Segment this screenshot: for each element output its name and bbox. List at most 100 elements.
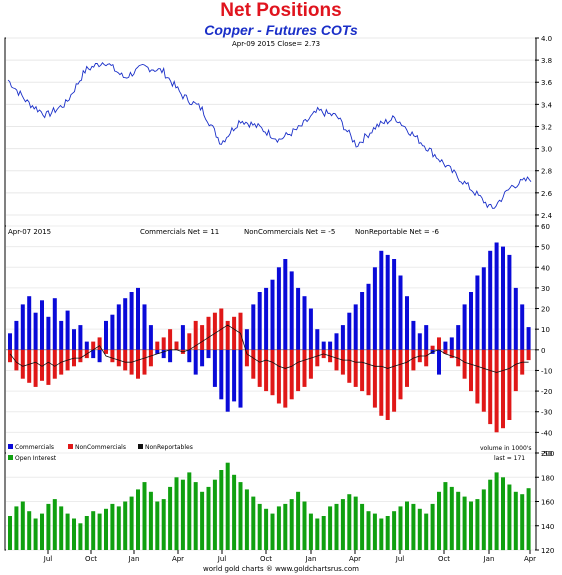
positions-ytick-label: 50 xyxy=(541,244,550,252)
open-interest-bar xyxy=(110,503,115,550)
x-tick-label: Oct xyxy=(438,555,450,563)
noncommercials-bar xyxy=(78,349,83,363)
noncommercials-bar xyxy=(14,349,19,371)
open-interest-bar xyxy=(257,503,262,550)
open-interest-bar xyxy=(84,516,89,550)
noncommercials-bar xyxy=(193,320,198,350)
noncommercials-net-annotation: NonCommercials Net = -5 xyxy=(244,228,335,236)
noncommercials-bar xyxy=(334,349,339,371)
positions-legend: Commercials NonCommercials NonReportable… xyxy=(8,444,193,451)
open-interest-bar xyxy=(296,491,301,550)
price-ytick-label: 3.2 xyxy=(541,123,552,131)
open-interest-bar xyxy=(155,501,160,550)
axis-ticks: 2.4 2.6 2.8 3.0 3.2 3.4 3.6 3.8 4.0 -50 -40 -30 -20 -… xyxy=(43,35,555,563)
oi-ytick-label: 180 xyxy=(541,474,554,482)
open-interest-bar xyxy=(148,491,153,550)
open-interest-bar xyxy=(123,501,128,550)
open-interest-bar xyxy=(321,516,326,550)
commercials-bar xyxy=(296,287,301,350)
noncommercials-bar xyxy=(289,349,294,400)
open-interest-bar xyxy=(340,499,345,550)
noncommercials-bar xyxy=(110,349,115,363)
open-interest-bar xyxy=(161,499,166,550)
commercials-bar xyxy=(148,325,153,350)
open-interest-bar xyxy=(52,499,57,550)
open-interest-bar xyxy=(136,489,140,550)
open-interest-bar xyxy=(78,523,83,550)
noncommercials-bar xyxy=(27,349,32,383)
open-interest-bar xyxy=(481,489,486,550)
noncommercials-bar xyxy=(430,345,435,350)
open-interest-bar xyxy=(91,511,96,550)
noncommercials-bar xyxy=(8,349,12,363)
noncommercials-bar xyxy=(161,337,166,350)
positions-ytick-label: -10 xyxy=(541,367,552,375)
oi-ytick-label: 160 xyxy=(541,499,554,507)
noncommercials-bar xyxy=(257,349,262,387)
noncommercials-bar xyxy=(443,349,448,354)
open-interest-bar xyxy=(244,489,249,550)
commercials-bar xyxy=(385,254,390,350)
price-ytick-label: 3.6 xyxy=(541,79,553,87)
open-interest-bar xyxy=(142,482,147,550)
open-interest-last: last = 171 xyxy=(494,455,525,462)
open-interest-bar xyxy=(501,477,505,551)
commercials-bar xyxy=(116,304,121,350)
commercials-bar xyxy=(225,349,230,412)
noncommercials-bar xyxy=(20,349,25,379)
noncommercials-bar xyxy=(424,349,429,367)
noncommercials-bar xyxy=(308,349,313,379)
open-interest-bar xyxy=(372,513,377,550)
open-interest-bar xyxy=(308,513,313,550)
commercials-bar xyxy=(187,349,192,363)
commercials-bar xyxy=(206,349,211,359)
open-interest-bar xyxy=(411,503,416,550)
positions-ytick-label: 20 xyxy=(541,306,550,314)
open-interest-bar xyxy=(462,496,467,550)
noncommercials-bar xyxy=(91,341,96,350)
legend-label-open-interest: Open Interest xyxy=(15,455,57,462)
volume-unit-note: volume in 1000's xyxy=(480,445,532,452)
commercials-bar xyxy=(52,298,57,350)
oi-ytick-label: 200 xyxy=(541,450,554,458)
commercials-bar xyxy=(488,250,493,350)
commercials-bar xyxy=(276,267,281,350)
commercials-bar xyxy=(398,275,403,350)
commercials-bar xyxy=(443,341,448,350)
noncommercials-bar xyxy=(449,349,454,359)
noncommercials-bar xyxy=(238,312,243,350)
commercials-net-annotation: Commercials Net = 11 xyxy=(140,228,219,236)
open-interest-bar xyxy=(72,518,76,550)
legend-swatch-commercials xyxy=(8,444,13,449)
open-interest-bar xyxy=(353,496,358,550)
noncommercials-bar xyxy=(148,349,153,367)
commercials-bar xyxy=(347,312,352,350)
commercials-bar xyxy=(283,259,288,350)
commercials-bar xyxy=(289,271,294,350)
open-interest-bar xyxy=(20,501,25,550)
commercials-bar xyxy=(379,250,384,350)
open-interest-bar xyxy=(360,503,365,550)
commercials-bar xyxy=(84,341,89,350)
commercials-bar xyxy=(494,242,499,350)
open-interest-bar xyxy=(513,491,518,550)
noncommercials-bar xyxy=(507,349,512,420)
open-interest-bar xyxy=(33,518,38,550)
open-interest-series xyxy=(8,462,531,551)
commercials-bar xyxy=(456,325,461,350)
x-tick-label: Oct xyxy=(260,555,272,563)
commercials-bar xyxy=(142,304,147,350)
commercials-bar xyxy=(411,320,416,350)
positions-ytick-label: -40 xyxy=(541,429,552,437)
open-interest-bar xyxy=(8,516,12,550)
open-interest-bar xyxy=(520,494,525,550)
legend-label-noncommercials: NonCommercials xyxy=(75,444,126,451)
commercials-bar xyxy=(462,304,467,350)
commercials-bar xyxy=(340,325,345,350)
price-ytick-label: 3.8 xyxy=(541,57,552,65)
oi-ytick-label: 120 xyxy=(541,547,554,555)
open-interest-bar xyxy=(417,508,422,550)
commercials-bar xyxy=(437,349,441,375)
open-interest-bar xyxy=(392,511,397,550)
noncommercials-bar xyxy=(212,312,217,350)
